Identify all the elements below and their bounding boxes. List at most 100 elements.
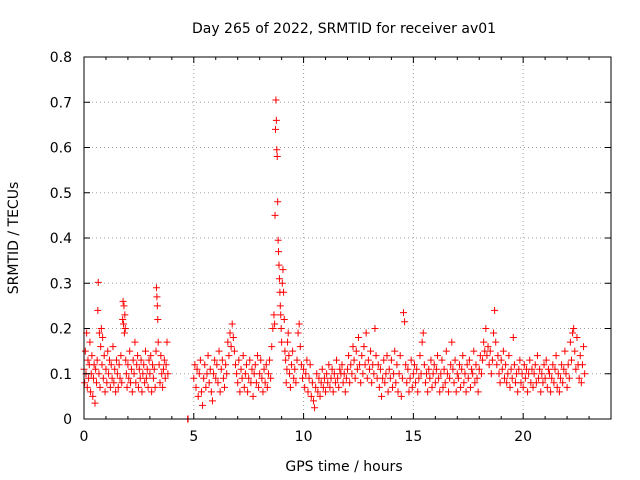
data-point xyxy=(102,365,110,373)
data-point xyxy=(293,356,301,364)
data-point xyxy=(152,347,160,355)
data-point xyxy=(235,356,243,364)
data-point xyxy=(94,278,102,286)
data-point xyxy=(137,356,145,364)
data-point xyxy=(474,388,482,396)
data-point xyxy=(153,293,161,301)
grid-lines xyxy=(84,57,611,419)
data-point xyxy=(494,352,502,360)
data-point xyxy=(462,388,470,396)
data-point xyxy=(339,379,347,387)
data-point xyxy=(121,325,129,332)
data-point xyxy=(387,356,395,364)
data-point xyxy=(294,329,302,337)
data-point xyxy=(226,329,234,337)
data-point xyxy=(101,388,109,396)
data-point xyxy=(103,379,111,387)
data-point xyxy=(154,315,162,323)
data-point xyxy=(217,365,225,373)
data-point xyxy=(381,379,389,387)
data-point xyxy=(134,383,142,391)
data-point xyxy=(127,365,135,373)
data-point xyxy=(193,365,201,373)
data-point xyxy=(546,370,554,378)
data-point xyxy=(533,352,541,360)
data-point xyxy=(423,370,431,378)
data-point xyxy=(224,338,232,346)
data-point xyxy=(115,361,123,369)
data-point xyxy=(262,361,270,369)
data-point xyxy=(317,379,325,387)
data-point xyxy=(192,383,200,391)
data-point xyxy=(213,361,221,369)
x-tick-label: 0 xyxy=(80,429,89,445)
data-point xyxy=(284,329,292,337)
data-point xyxy=(397,392,405,400)
data-point xyxy=(296,343,304,351)
data-point xyxy=(318,365,326,373)
data-point xyxy=(359,370,367,378)
data-point xyxy=(452,388,460,396)
data-point xyxy=(420,361,428,369)
data-point xyxy=(498,365,506,373)
data-point xyxy=(350,356,358,364)
data-point xyxy=(223,370,231,378)
data-point xyxy=(281,347,289,355)
data-point xyxy=(241,370,249,378)
data-point xyxy=(118,379,126,387)
data-point xyxy=(531,361,539,369)
data-point xyxy=(490,329,498,337)
data-point xyxy=(405,388,413,396)
data-point xyxy=(348,370,356,378)
data-point xyxy=(394,388,402,396)
data-point xyxy=(210,370,218,378)
data-point xyxy=(514,388,522,396)
data-point xyxy=(499,347,507,355)
data-point xyxy=(117,352,125,360)
data-point xyxy=(225,352,233,360)
data-point xyxy=(271,211,279,219)
data-point xyxy=(152,284,160,292)
data-point xyxy=(477,370,485,378)
data-point xyxy=(95,370,103,378)
data-point xyxy=(93,379,101,387)
data-point xyxy=(528,365,536,373)
data-point xyxy=(120,302,128,310)
data-point xyxy=(145,356,153,364)
data-point xyxy=(221,383,229,391)
data-points xyxy=(80,96,589,423)
data-point xyxy=(544,365,552,373)
data-point xyxy=(375,383,383,391)
data-point xyxy=(195,370,203,378)
data-point xyxy=(402,361,410,369)
data-point xyxy=(280,288,288,296)
data-point xyxy=(264,370,272,378)
data-point xyxy=(261,379,269,387)
data-point xyxy=(573,334,581,342)
data-point xyxy=(319,383,327,391)
data-point xyxy=(297,361,305,369)
data-point xyxy=(147,352,155,360)
data-point xyxy=(475,365,483,373)
data-point xyxy=(228,320,236,328)
data-point xyxy=(575,374,583,382)
data-point xyxy=(468,365,476,373)
data-point xyxy=(484,343,492,351)
data-point xyxy=(571,347,579,355)
data-point xyxy=(258,374,266,382)
data-point xyxy=(352,347,360,355)
data-point xyxy=(238,374,246,382)
data-point xyxy=(553,383,561,391)
data-point xyxy=(230,347,238,355)
data-point xyxy=(541,374,549,382)
data-point xyxy=(334,374,342,382)
data-point xyxy=(389,383,397,391)
data-point xyxy=(212,374,220,382)
tick-marks xyxy=(83,56,612,420)
data-point xyxy=(450,379,458,387)
y-tick-label: 0 xyxy=(63,412,72,428)
data-point xyxy=(119,297,127,305)
data-point xyxy=(363,374,371,382)
data-point xyxy=(300,365,308,373)
